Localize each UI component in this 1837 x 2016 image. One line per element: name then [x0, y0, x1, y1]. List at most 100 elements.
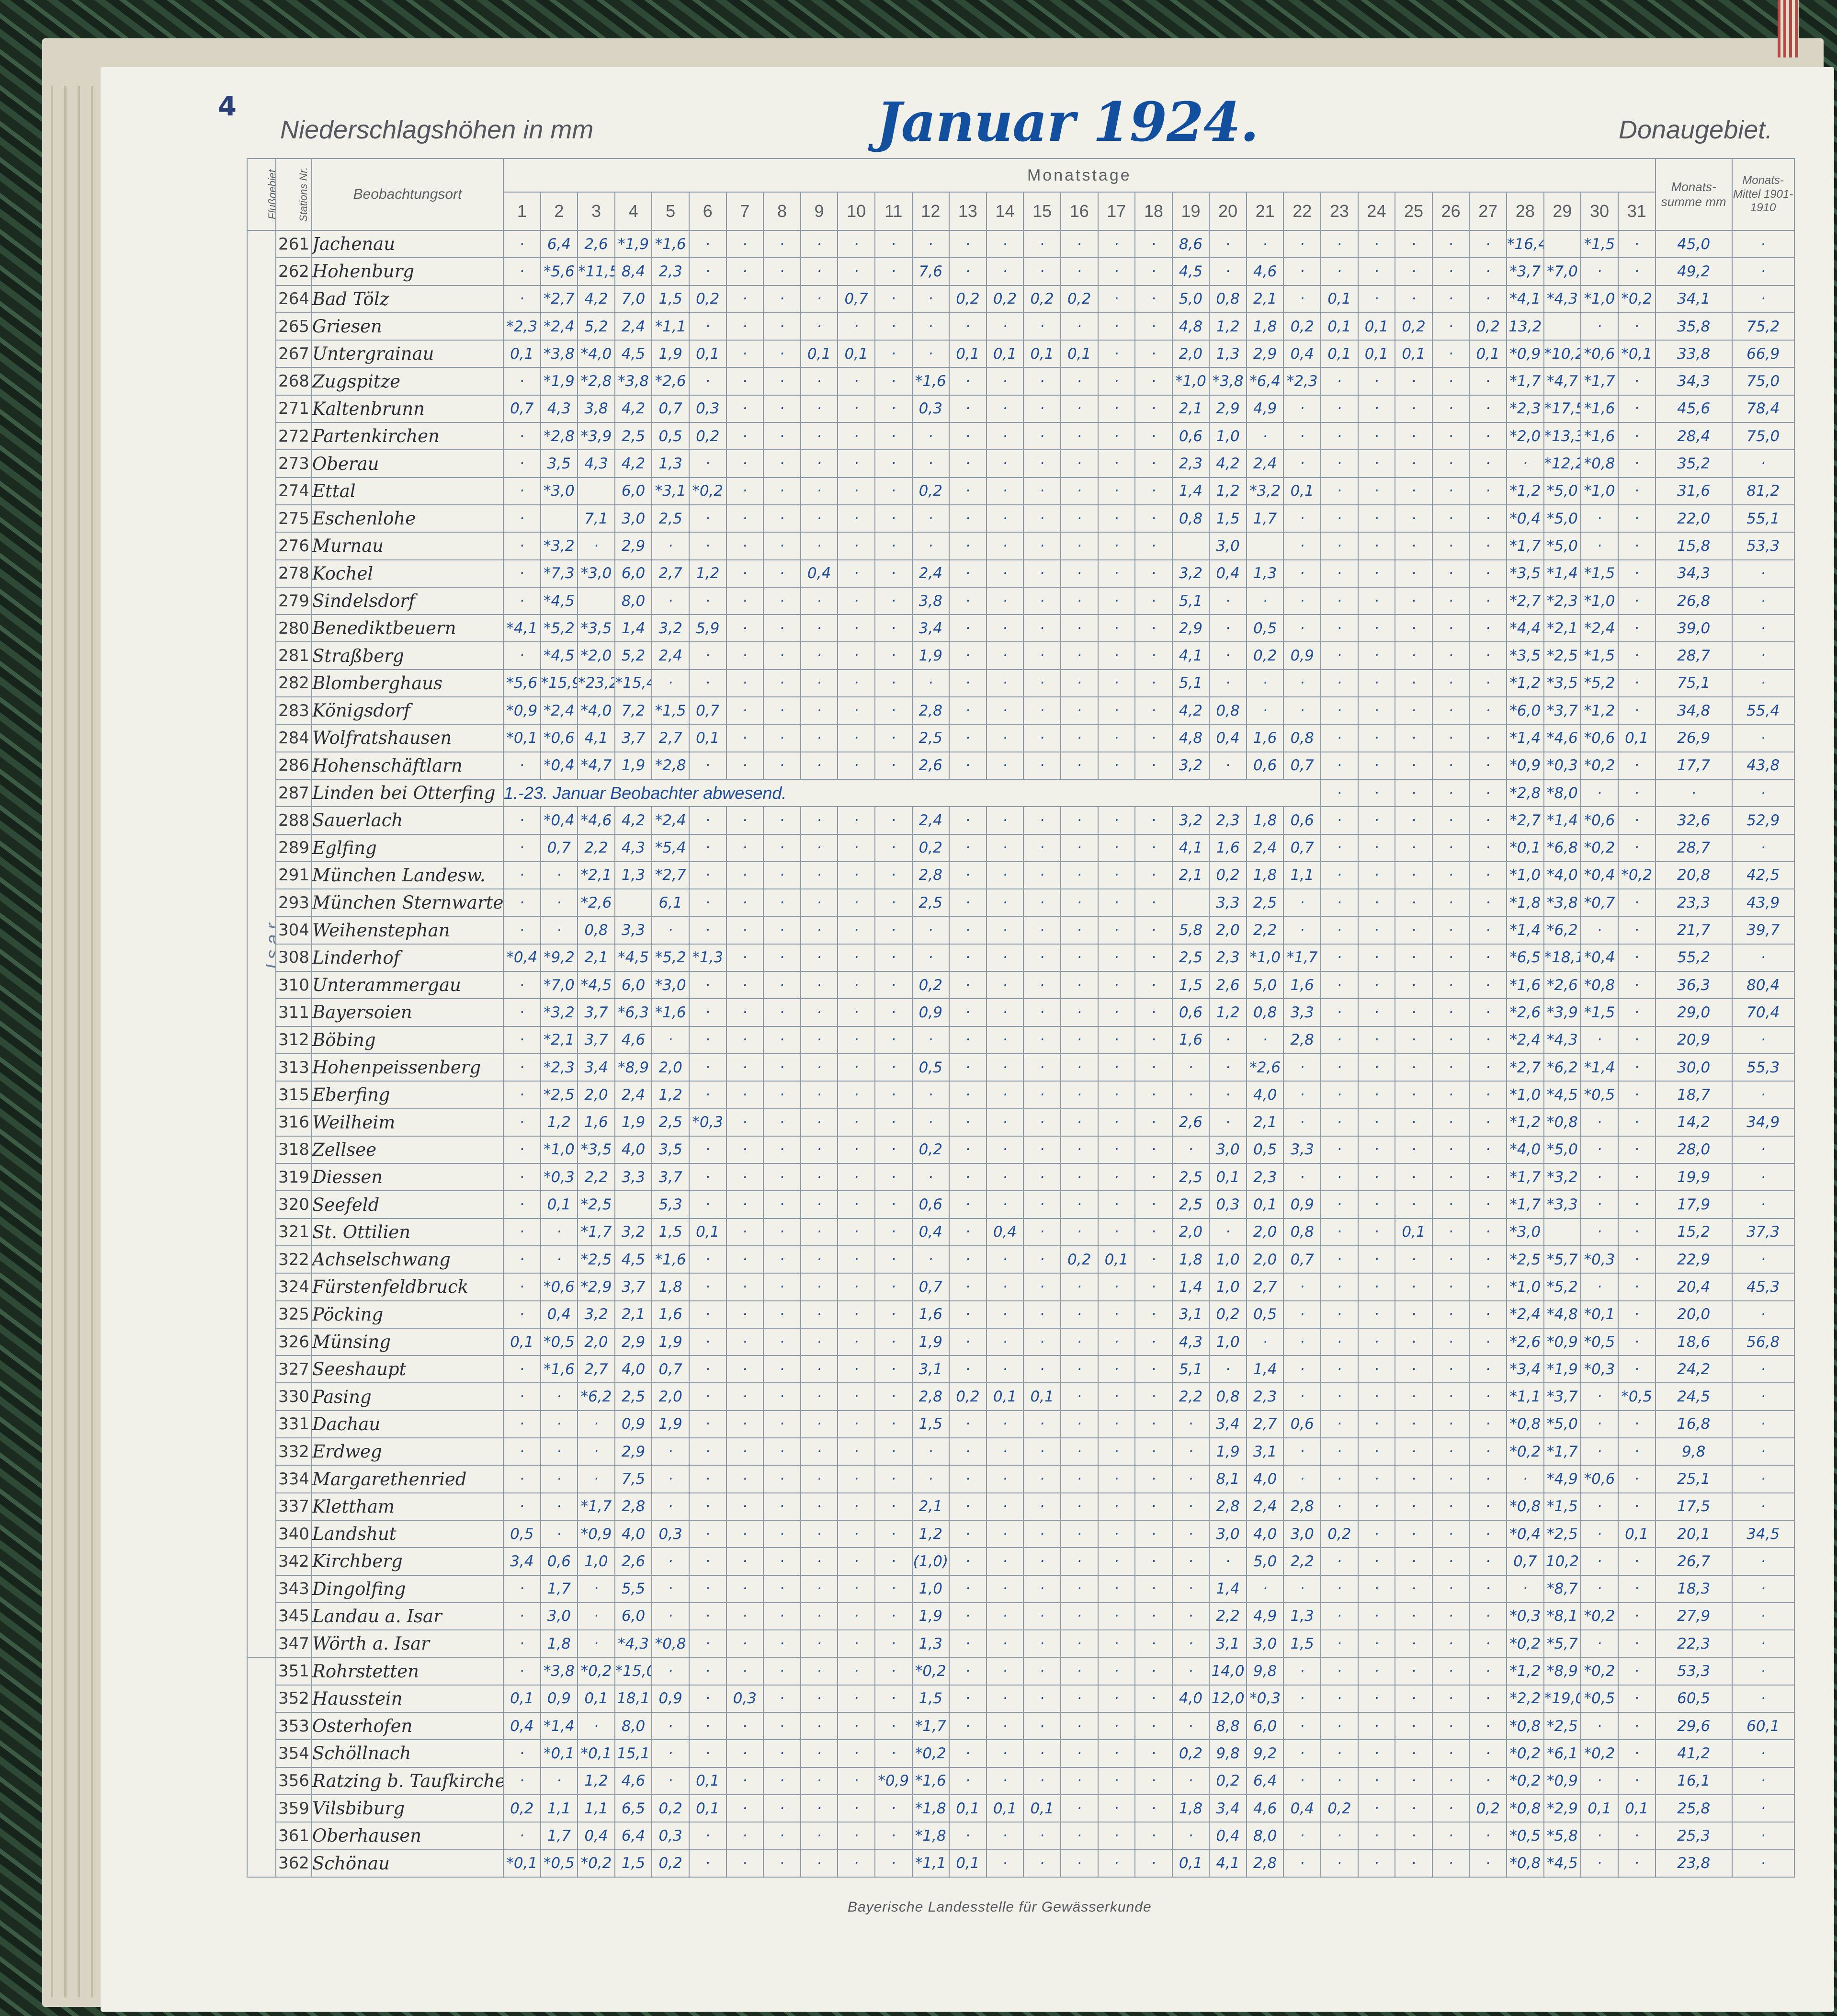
day-value: ·: [1097, 1794, 1136, 1823]
day-value: 0,6: [1171, 422, 1210, 451]
day-value: ·: [1469, 806, 1508, 835]
day-value: ·: [1357, 806, 1396, 835]
day-value: ·: [1060, 367, 1099, 396]
day-value: ·: [800, 1547, 839, 1576]
day-value: *0,9: [577, 1519, 615, 1549]
day-value: *0,2: [1580, 833, 1619, 862]
day-value: ·: [1134, 1574, 1173, 1603]
day-value: ·: [726, 1025, 764, 1054]
day-value: *15,0: [614, 1657, 653, 1686]
station-name: Sindelsdorf: [311, 586, 504, 615]
day-value: ·: [1023, 1273, 1061, 1301]
day-value: ·: [986, 1300, 1024, 1329]
day-value: ·: [1357, 1382, 1396, 1411]
day-value: ·: [1431, 971, 1470, 1000]
table-row: 279 Sindelsdorf · *4,5 8,0 · · · · · · · 3,8 · · · · · · 5,…: [247, 586, 1795, 615]
day-value: ·: [1580, 1190, 1619, 1219]
day-value: ·: [726, 1657, 764, 1686]
day-value: 0,5: [1246, 614, 1284, 643]
day-value: ·: [986, 1135, 1024, 1164]
day-value: [577, 477, 615, 505]
day-value: ·: [986, 1602, 1024, 1631]
day-value: ·: [837, 998, 875, 1027]
day-value: *2,4: [651, 806, 690, 835]
day-value: ·: [1357, 1053, 1396, 1082]
monthly-mean: ·: [1731, 449, 1795, 478]
day-value: 5,0: [1171, 285, 1210, 313]
day-value: ·: [1023, 229, 1061, 259]
day-value: 2,5: [1171, 1190, 1210, 1219]
day-value: ·: [837, 614, 875, 643]
day-value: ·: [1357, 394, 1396, 423]
day-value: *2,9: [1543, 1794, 1582, 1823]
day-value: ·: [688, 1025, 727, 1054]
day-value: ·: [986, 1081, 1024, 1109]
day-value: ·: [1134, 1025, 1173, 1054]
monthly-mean: ·: [1731, 229, 1795, 259]
station-name: Weihenstephan: [311, 916, 504, 945]
day-value: ·: [726, 559, 764, 588]
day-value: ·: [1395, 751, 1433, 780]
day-value: 1,6: [1246, 724, 1284, 752]
day-value: 2,1: [1171, 861, 1210, 890]
day-value: ·: [800, 1629, 839, 1658]
day-value: *2,2: [1506, 1684, 1544, 1713]
day-value: *2,8: [540, 422, 578, 451]
day-value: ·: [1469, 285, 1508, 313]
day-value: ·: [1431, 641, 1470, 670]
day-value: 15,1: [614, 1739, 653, 1768]
day-value: ·: [1246, 229, 1284, 259]
day-value: 7,0: [614, 285, 653, 313]
day-value: 1,4: [1171, 1273, 1210, 1301]
day-value: 5,9: [688, 614, 727, 643]
day-value: ·: [837, 1053, 875, 1082]
day-value: ·: [874, 1547, 913, 1576]
day-value: ·: [837, 1273, 875, 1301]
day-value: *0,9: [1506, 340, 1544, 368]
day-value: 1,7: [540, 1822, 578, 1850]
day-value: 4,0: [614, 1135, 653, 1164]
day-value: *2,5: [1543, 1519, 1582, 1549]
day-value: ·: [726, 477, 764, 505]
day-value: ·: [763, 751, 801, 780]
day-value: ·: [1060, 1327, 1099, 1356]
day-value: *2,1: [1543, 614, 1582, 643]
monthly-mean: ·: [1731, 586, 1795, 615]
day-value: 0,3: [651, 1822, 690, 1850]
day-value: 0,9: [614, 1410, 653, 1439]
day-value: ·: [986, 1025, 1024, 1054]
station-name: Dingolfing: [311, 1574, 504, 1603]
day-value: *2,6: [651, 367, 690, 396]
day-value: ·: [1060, 1766, 1099, 1795]
day-value: ·: [688, 1410, 727, 1439]
station-name: Hohenpeissenberg: [311, 1053, 504, 1082]
day-value: 3,0: [1246, 1629, 1284, 1658]
day-value: ·: [1357, 724, 1396, 752]
station-name: Zugspitze: [311, 367, 504, 396]
monthly-mean: ·: [1731, 614, 1795, 643]
day-value: 2,5: [651, 504, 690, 533]
day-value: ·: [1395, 422, 1433, 451]
monthly-mean: ·: [1731, 1547, 1795, 1576]
day-value: ·: [1023, 1081, 1061, 1109]
day-value: 0,8: [1171, 504, 1210, 533]
day-value: 4,1: [1209, 1849, 1247, 1878]
day-value: ·: [1469, 1108, 1508, 1137]
header-day: 23: [1320, 192, 1359, 231]
table-row: 265 Griesen *2,3 *2,4 5,2 2,4 *1,1 · · · · · · · · · · · ·…: [247, 312, 1795, 341]
day-value: ·: [1431, 751, 1470, 780]
day-value: *0,1: [1580, 1300, 1619, 1329]
day-value: ·: [1023, 641, 1061, 670]
day-value: ·: [800, 1739, 839, 1768]
day-value: ·: [1171, 1135, 1210, 1164]
day-value: ·: [1469, 1712, 1508, 1741]
table-row: 283 Königsdorf *0,9 *2,4 *4,0 7,2 *1,5 0,7 · · · · ·…: [247, 696, 1795, 725]
table-row: 289 Eglfing · 0,7 2,2 4,3 *5,4 · · · · · · 0,2 · · · · · · 4…: [247, 833, 1795, 862]
day-value: 3,0: [1209, 532, 1247, 560]
day-value: 13,2: [1506, 312, 1544, 341]
day-value: ·: [1395, 532, 1433, 560]
station-name: Unterammergau: [311, 971, 504, 1000]
station-number: 304: [275, 916, 312, 945]
station-number: 325: [275, 1300, 312, 1329]
day-value: ·: [1357, 1245, 1396, 1274]
